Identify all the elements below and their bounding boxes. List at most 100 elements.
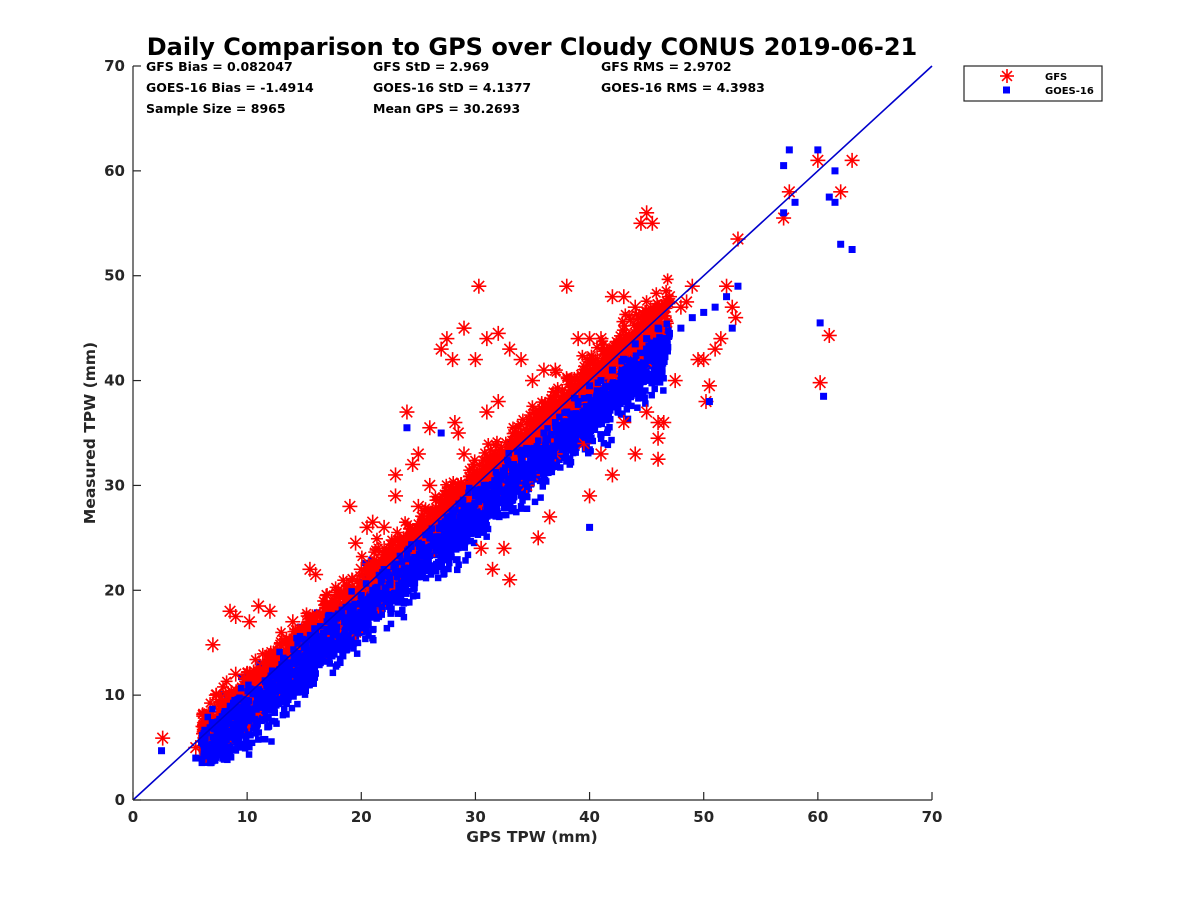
goes16-point (536, 477, 544, 485)
goes16-point (394, 610, 401, 617)
goes16-point (660, 387, 667, 394)
gfs-point (285, 614, 301, 630)
gfs-point (473, 540, 489, 556)
gfs-point (707, 341, 723, 357)
goes16-point (473, 517, 480, 524)
gfs-point (544, 392, 557, 405)
goes16-point (235, 744, 242, 751)
goes16-point (372, 600, 380, 608)
gfs-point (502, 572, 518, 588)
goes16-point (519, 497, 526, 504)
goes16-point (434, 574, 442, 582)
goes16-point (467, 537, 474, 545)
gfs-point (650, 287, 663, 300)
goes16-point (432, 568, 440, 575)
goes16-point (275, 695, 282, 703)
gfs-point (319, 601, 332, 614)
gfs-point (355, 550, 368, 563)
goes16-point (283, 711, 290, 718)
gfs-point (473, 459, 486, 472)
goes16-point (661, 329, 668, 337)
goes16-point (462, 557, 469, 564)
goes16-point (628, 392, 635, 399)
goes16-point (660, 375, 667, 382)
gfs-point (844, 152, 860, 168)
gfs-point (228, 666, 244, 682)
gfs-point (410, 498, 426, 514)
gfs-point (205, 637, 221, 653)
goes16-point (319, 629, 327, 637)
gfs-point (479, 331, 495, 347)
goes16-point (261, 735, 269, 743)
goes16-series-front (158, 146, 856, 765)
goes16-point (440, 571, 447, 578)
gfs-point (155, 730, 171, 746)
goes16-point (557, 464, 564, 471)
goes16-point (608, 436, 615, 444)
gfs-point (713, 331, 729, 347)
goes16-point (362, 580, 370, 587)
goes16-point (454, 537, 461, 544)
goes16-point (387, 620, 395, 628)
goes16-point (648, 370, 656, 378)
goes16-point (511, 468, 519, 475)
goes16-point (619, 410, 626, 417)
goes16-point (339, 650, 346, 658)
gfs-point (348, 535, 364, 551)
gfs-point (585, 371, 598, 384)
goes16-point (306, 681, 313, 689)
goes16-point (370, 614, 377, 621)
goes16-point (252, 730, 259, 737)
gfs-point (388, 467, 404, 483)
goes16-point (453, 556, 460, 564)
gfs-point (422, 477, 438, 493)
goes16-point (634, 404, 641, 411)
gfs-point (388, 488, 404, 504)
goes16-point (646, 362, 653, 370)
goes16-point (598, 431, 605, 438)
goes16-point (386, 602, 394, 609)
goes16-point (252, 720, 259, 727)
goes16-point (541, 476, 549, 483)
gfs-point (616, 324, 629, 337)
goes16-point (483, 533, 490, 540)
goes16-point (338, 606, 346, 614)
goes16-point (480, 529, 487, 536)
gfs-point (535, 396, 548, 409)
goes16-point (496, 513, 503, 521)
goes16-point (362, 635, 369, 643)
gfs-point (467, 352, 483, 368)
goes16-point (354, 629, 362, 637)
goes16-point (501, 477, 509, 485)
goes16-point (209, 757, 216, 765)
gfs-point (656, 415, 672, 431)
gfs-point (456, 446, 472, 462)
gfs-point (661, 289, 677, 305)
goes16-point (569, 449, 577, 457)
goes16-point (422, 574, 430, 582)
goes16-point (643, 369, 650, 377)
gfs-point (345, 572, 358, 585)
goes16-point (297, 684, 304, 691)
gfs-point (593, 446, 609, 462)
goes16-point (273, 720, 280, 727)
goes16-point (608, 397, 615, 404)
goes16-point (456, 513, 464, 521)
goes16-point (410, 583, 417, 590)
gfs-point (661, 273, 674, 286)
gfs-point (405, 456, 421, 472)
gfs-point (490, 435, 503, 448)
goes16-point (455, 561, 462, 568)
goes16-point (389, 597, 397, 605)
goes16-point (580, 394, 588, 402)
goes16-point (365, 632, 372, 639)
gfs-point (821, 327, 837, 343)
goes16-point (275, 700, 282, 708)
goes16-point (241, 745, 249, 752)
goes16-point (518, 491, 526, 498)
goes16-point (531, 498, 539, 506)
goes16-point (338, 646, 346, 654)
gfs-point (262, 603, 278, 619)
goes16-point (454, 566, 461, 574)
goes16-point (301, 687, 308, 695)
